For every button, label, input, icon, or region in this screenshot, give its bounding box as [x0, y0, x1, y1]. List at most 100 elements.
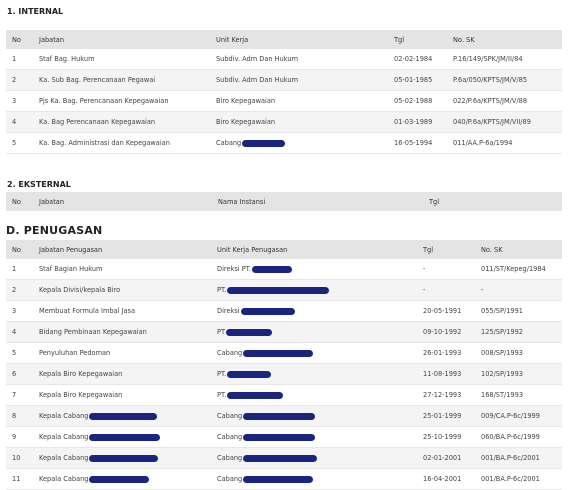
table-row: 6 Kepala Biro Kepegawaian PT. 11-08-1993…: [6, 363, 562, 385]
cell-unit: Subdiv. Adm Dan Hukum: [210, 49, 388, 70]
redaction-mark: [240, 307, 295, 315]
column-header-jabatan: Jabatan: [33, 30, 210, 49]
cell-sk: 009/CA.P-6c/1999: [475, 405, 562, 427]
cell-jabatan: Kepala Cabang: [33, 405, 211, 427]
cell-jabatan: Penyuluhan Pedoman: [33, 342, 211, 364]
cell-unit: PT.: [211, 363, 417, 385]
redaction-mark: [252, 265, 293, 273]
redaction-mark: [242, 139, 286, 147]
redaction-mark: [227, 286, 330, 294]
cell-unit: Cabang: [211, 342, 417, 364]
cell-jabatan: Kepala Divisi/kepala Biro: [33, 279, 211, 301]
column-header-unit-kerja-penugasan: Unit Kerja Penugasan: [211, 240, 417, 259]
cell-sk: -: [475, 279, 562, 301]
table-row: 5 Ka. Bag. Administrasi dan Kepegawaian …: [6, 132, 562, 154]
table-row: 7 Kepala Biro Kepegawaian PT. 27-12-1993…: [6, 384, 562, 406]
cell-sk: 060/BA.P-6c/1999: [475, 426, 562, 448]
cell-no: 6: [6, 363, 33, 385]
cell-jabatan-text: Kepala Cabang: [39, 433, 89, 441]
cell-unit: Biro Kepegawaian: [210, 111, 388, 133]
redaction-mark: [243, 412, 316, 420]
cell-sk: 001/BA.P-6c/2001: [475, 468, 562, 490]
cell-no: 5: [6, 132, 33, 154]
cell-tgl: 16-05-1994: [388, 132, 447, 154]
cell-no: 10: [6, 447, 33, 469]
section-title-internal: 1. INTERNAL: [7, 7, 64, 16]
cell-no: 8: [6, 405, 33, 427]
table-row: 11 Kepala Cabang Cabang 16-04-2001 001/B…: [6, 468, 562, 490]
cell-unit-text: PT: [217, 328, 226, 336]
cell-jabatan-text: Kepala Cabang: [39, 475, 89, 483]
column-header-nama-instansi: Nama Instansi: [212, 192, 423, 211]
column-header-jabatan: Jabatan: [33, 192, 212, 211]
column-header-tgl: Tgl: [423, 192, 562, 211]
cell-unit: Direksi PT.: [211, 259, 417, 280]
column-header-no-sk: No. SK: [475, 240, 562, 259]
cell-unit-text: Cabang: [217, 433, 243, 441]
cell-jabatan: Pjs Ka. Bag. Perencanaan Kepegawaian: [33, 90, 210, 112]
cell-tgl: 09-10-1992: [417, 321, 475, 343]
cell-tgl: 26-01-1993: [417, 342, 475, 364]
cell-unit: Biro Kepegawaian: [210, 90, 388, 112]
cell-sk: 011/ST/Kepeg/1984: [475, 259, 562, 280]
cell-unit: PT.: [211, 384, 417, 406]
cell-unit: Cabang: [211, 447, 417, 469]
cell-sk: 102/SP/1993: [475, 363, 562, 385]
table-row: 1 Staf Bag. Hukum Subdiv. Adm Dan Hukum …: [6, 49, 562, 70]
cell-unit-text: Cabang: [217, 412, 243, 420]
table-row: 5 Penyuluhan Pedoman Cabang 26-01-1993 0…: [6, 342, 562, 364]
cell-unit-text: Cabang: [217, 475, 243, 483]
cell-sk: 125/SP/1992: [475, 321, 562, 343]
column-header-tgl: Tgl: [388, 30, 447, 49]
cell-no: 2: [6, 279, 33, 301]
cell-tgl: 11-08-1993: [417, 363, 475, 385]
redaction-mark: [243, 475, 314, 483]
penugasan-table: No Jabatan Penugasan Unit Kerja Penugasa…: [6, 240, 562, 490]
column-header-no: No: [6, 240, 33, 259]
cell-tgl: 05-02-1988: [388, 90, 447, 112]
cell-tgl: 20-05-1991: [417, 300, 475, 322]
redaction-mark: [243, 349, 314, 357]
cell-sk: 040/P.6a/KPTS/JM/VII/89: [447, 111, 562, 133]
cell-jabatan: Staf Bagian Hukum: [33, 259, 211, 280]
table-row: 3 Pjs Ka. Bag. Perencanaan Kepegawaian B…: [6, 90, 562, 112]
cell-unit-text: PT.: [217, 286, 227, 294]
cell-unit: Subdiv. Adm Dan Hukum: [210, 69, 388, 91]
cell-unit-text: Direksi: [217, 307, 240, 315]
table-row: 2 Kepala Divisi/kepala Biro PT. - -: [6, 279, 562, 301]
cell-unit-text: Cabang: [216, 139, 242, 147]
cell-jabatan: Ka. Bag. Administrasi dan Kepegawaian: [33, 132, 210, 154]
cell-unit: Direksi: [211, 300, 417, 322]
cell-tgl: 02-01-2001: [417, 447, 475, 469]
cell-sk: 011/AA.P-6a/1994: [447, 132, 562, 154]
cell-no: 9: [6, 426, 33, 448]
cell-sk: 022/P.6a/KPTS/JM/V/88: [447, 90, 562, 112]
table-row: 2 Ka. Sub Bag. Perencanaan Pegawai Subdi…: [6, 69, 562, 91]
cell-unit: Cabang: [211, 426, 417, 448]
cell-unit-text: Cabang: [217, 454, 243, 462]
column-header-no: No: [6, 192, 33, 211]
cell-tgl: -: [417, 259, 475, 280]
cell-tgl: 16-04-2001: [417, 468, 475, 490]
cell-tgl: 05-01-1985: [388, 69, 447, 91]
cell-tgl: 25-01-1999: [417, 405, 475, 427]
cell-sk: P.16/149/SPK/JM/II/84: [447, 49, 562, 70]
cell-no: 1: [6, 259, 33, 280]
table-row: 1 Staf Bagian Hukum Direksi PT. - 011/ST…: [6, 259, 562, 280]
redaction-mark: [227, 370, 272, 378]
cell-jabatan: Kepala Cabang: [33, 447, 211, 469]
column-header-jabatan-penugasan: Jabatan Penugasan: [33, 240, 211, 259]
section-title-penugasan: D. PENUGASAN: [6, 224, 103, 237]
cell-jabatan: Kepala Cabang: [33, 468, 211, 490]
redaction-mark: [226, 328, 273, 336]
cell-sk: 001/BA.P-6c/2001: [475, 447, 562, 469]
cell-no: 1: [6, 49, 33, 70]
redaction-mark: [243, 433, 316, 441]
table-row: 8 Kepala Cabang Cabang 25-01-1999 009/CA…: [6, 405, 562, 427]
internal-table: No Jabatan Unit Kerja Tgl No. SK 1 Staf …: [6, 30, 562, 154]
redaction-mark: [243, 454, 318, 462]
table-row: 10 Kepala Cabang Cabang 02-01-2001 001/B…: [6, 447, 562, 469]
cell-tgl: 25-10-1999: [417, 426, 475, 448]
cell-jabatan-text: Kepala Cabang: [39, 412, 89, 420]
cell-unit: Cabang: [211, 405, 417, 427]
